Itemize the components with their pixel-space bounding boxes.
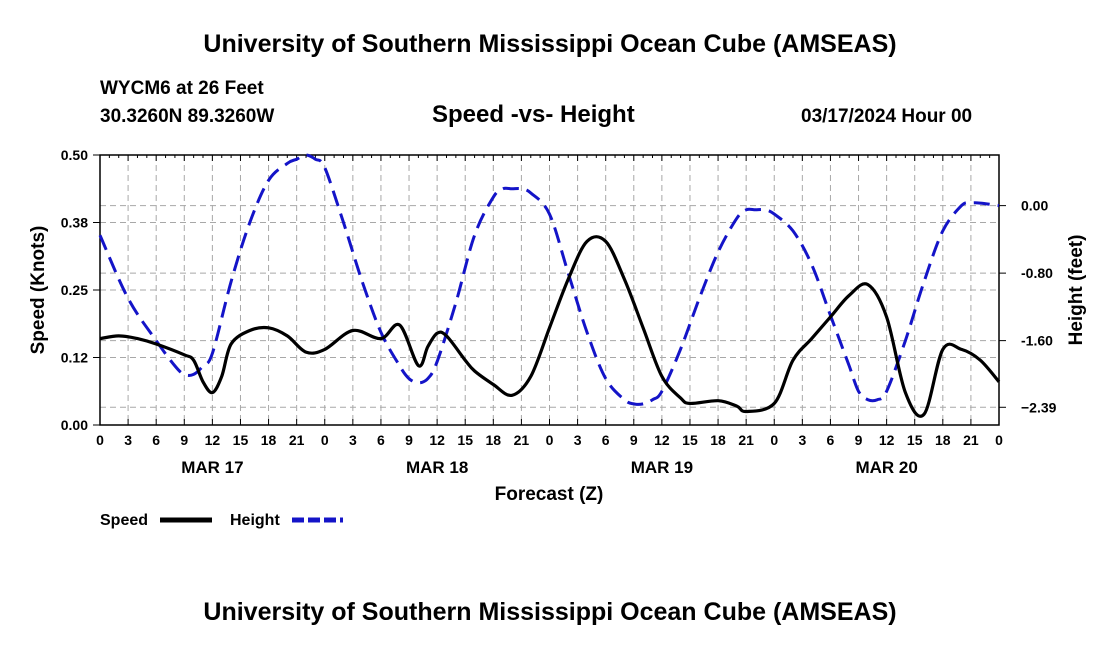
y-right-tick-label: −2.39	[1021, 399, 1057, 415]
x-tick-label: 0	[321, 432, 329, 448]
x-tick-label: 12	[654, 432, 670, 448]
x-tick-label: 21	[289, 432, 305, 448]
axis-ticks: 0 3 6 9 12 15 18 21 0 3 6 9 12 15 18 21 0 3 6 9 12 15 18 21 0 3 6 9…	[61, 147, 1057, 477]
x-tick-label: 6	[377, 432, 385, 448]
legend-speed-label: Speed	[100, 512, 148, 529]
page-title-top: University of Southern Mississippi Ocean…	[203, 30, 897, 58]
series-lines	[98, 153, 1001, 418]
x-tick-label: 15	[682, 432, 698, 448]
x-tick-label: 15	[907, 432, 923, 448]
x-axis-label: Forecast (Z)	[495, 484, 604, 505]
x-tick-label: 18	[710, 432, 726, 448]
forecast-datetime: 03/17/2024 Hour 00	[801, 106, 973, 127]
date-label: MAR 18	[406, 458, 468, 477]
chart-title: Speed -vs- Height	[432, 101, 635, 128]
date-label: MAR 19	[631, 458, 693, 477]
speed-series-line	[99, 235, 1001, 418]
x-tick-label: 9	[855, 432, 863, 448]
x-tick-label: 12	[429, 432, 445, 448]
y-left-tick-label: 0.50	[61, 147, 88, 163]
x-tick-label: 6	[152, 432, 160, 448]
x-tick-label: 3	[349, 432, 357, 448]
y-left-tick-label: 0.25	[61, 282, 88, 298]
x-tick-label: 0	[995, 432, 1003, 448]
x-tick-label: 12	[205, 432, 221, 448]
x-tick-label: 0	[96, 432, 104, 448]
x-tick-label: 3	[124, 432, 132, 448]
y-right-tick-label: 0.00	[1021, 198, 1048, 214]
x-tick-label: 15	[457, 432, 473, 448]
x-tick-label: 18	[486, 432, 502, 448]
height-series-line	[98, 153, 1000, 406]
x-tick-label: 18	[935, 432, 951, 448]
x-tick-label: 0	[546, 432, 554, 448]
x-tick-label: 9	[630, 432, 638, 448]
legend-height-label: Height	[230, 512, 280, 529]
x-tick-label: 15	[233, 432, 249, 448]
x-tick-label: 6	[827, 432, 835, 448]
x-tick-label: 9	[180, 432, 188, 448]
x-tick-label: 12	[879, 432, 895, 448]
x-tick-label: 6	[602, 432, 610, 448]
station-label: WYCM6 at 26 Feet	[100, 78, 264, 99]
y-left-tick-label: 0.38	[61, 215, 88, 231]
y-left-tick-label: 0.12	[61, 350, 88, 366]
x-tick-label: 21	[963, 432, 979, 448]
y-axis-left-label: Speed (Knots)	[28, 226, 49, 355]
y-left-tick-label: 0.00	[61, 417, 88, 433]
x-tick-label: 18	[261, 432, 277, 448]
y-right-tick-label: -0.80	[1021, 265, 1053, 281]
y-right-tick-label: -1.60	[1021, 333, 1053, 349]
x-tick-label: 3	[574, 432, 582, 448]
x-tick-label: 0	[770, 432, 778, 448]
x-tick-label: 21	[514, 432, 530, 448]
x-tick-label: 3	[798, 432, 806, 448]
x-tick-label: 9	[405, 432, 413, 448]
grid-lines	[100, 155, 999, 425]
date-label: MAR 17	[181, 458, 243, 477]
y-axis-right-label: Height (feet)	[1066, 235, 1087, 346]
coordinates-label: 30.3260N 89.3260W	[100, 106, 275, 127]
legend: Speed Height	[100, 512, 343, 529]
date-label: MAR 20	[855, 458, 917, 477]
page-title-bottom: University of Southern Mississippi Ocean…	[203, 598, 897, 626]
x-tick-label: 21	[738, 432, 754, 448]
